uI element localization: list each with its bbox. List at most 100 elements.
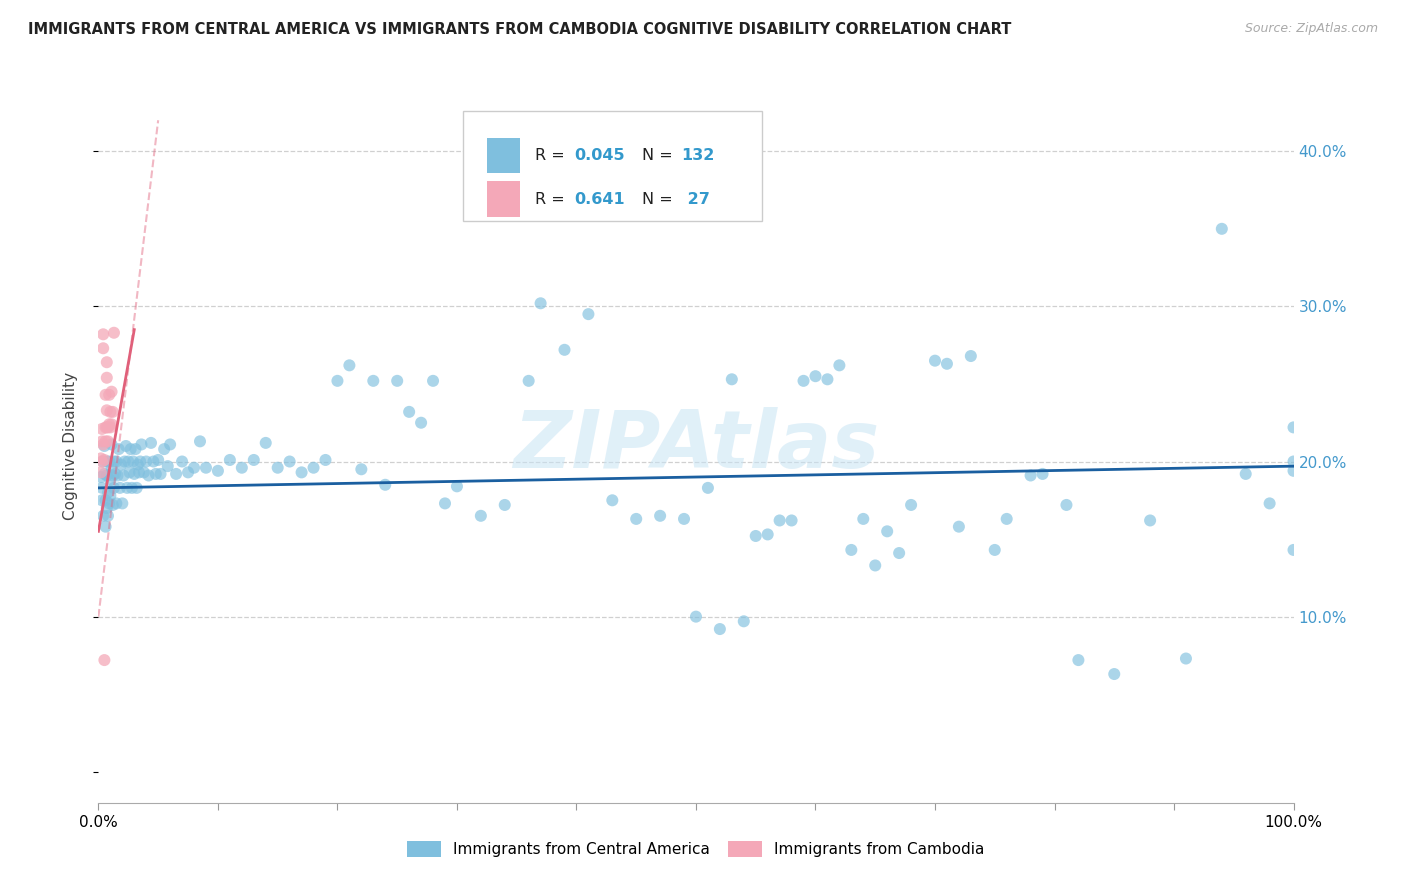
Point [128, 466, 150, 480]
Text: 0.641: 0.641 [574, 192, 624, 207]
Point [91, 341, 114, 355]
Point [302, 460, 325, 475]
Point [96, 370, 118, 384]
Point [900, 498, 922, 512]
Point [398, 405, 420, 419]
Point [98, 473, 122, 487]
Point [177, 466, 200, 480]
Point [94, 434, 117, 449]
Point [231, 460, 253, 475]
Point [1282, 464, 1305, 478]
Point [422, 374, 444, 388]
Y-axis label: Cognitive Disability: Cognitive Disability [63, 372, 77, 520]
Point [114, 454, 136, 468]
Point [90, 470, 112, 484]
Point [91, 454, 114, 468]
Point [385, 374, 409, 388]
Point [98, 496, 121, 510]
Point [117, 454, 139, 468]
Bar [486, 181, 520, 217]
Point [194, 460, 218, 475]
Point [363, 374, 385, 388]
Point [125, 481, 148, 495]
Point [93, 439, 115, 453]
Point [98, 454, 121, 468]
Point [852, 512, 875, 526]
Point [1282, 454, 1305, 468]
Point [576, 307, 599, 321]
Point [98, 417, 121, 432]
Point [142, 454, 165, 468]
Text: IMMIGRANTS FROM CENTRAL AMERICA VS IMMIGRANTS FROM CAMBODIA COGNITIVE DISABILITY: IMMIGRANTS FROM CENTRAL AMERICA VS IMMIG… [28, 22, 1011, 37]
Point [100, 460, 122, 475]
Point [291, 466, 314, 480]
Point [745, 529, 768, 543]
Point [105, 454, 128, 468]
Point [648, 508, 672, 523]
Point [108, 481, 131, 495]
Point [111, 496, 134, 510]
Point [1234, 467, 1257, 481]
Point [984, 543, 1007, 558]
Point [103, 454, 125, 468]
FancyBboxPatch shape [463, 111, 762, 221]
Point [96, 501, 118, 516]
Point [96, 454, 118, 468]
Point [97, 508, 120, 523]
Point [673, 512, 696, 526]
Point [685, 609, 707, 624]
Point [118, 466, 141, 480]
Point [756, 527, 779, 541]
Point [149, 467, 172, 481]
Point [1032, 467, 1054, 481]
Point [135, 454, 157, 468]
Point [721, 372, 744, 386]
Point [315, 453, 337, 467]
Point [121, 481, 143, 495]
Point [1282, 543, 1305, 558]
Point [876, 524, 898, 539]
Text: N =: N = [643, 192, 678, 207]
Point [96, 403, 118, 417]
Point [165, 467, 187, 481]
Point [131, 437, 153, 451]
Point [602, 493, 624, 508]
Point [91, 493, 114, 508]
Text: ZIPAtlas: ZIPAtlas [513, 407, 879, 485]
Point [863, 558, 887, 573]
Point [98, 489, 122, 503]
Point [91, 454, 114, 468]
Point [124, 442, 146, 456]
Point [768, 513, 790, 527]
Text: 27: 27 [682, 192, 710, 207]
Point [91, 437, 114, 451]
Point [219, 453, 242, 467]
Point [254, 436, 277, 450]
Point [94, 388, 117, 402]
Point [183, 460, 205, 475]
Point [924, 353, 946, 368]
Text: Source: ZipAtlas.com: Source: ZipAtlas.com [1244, 22, 1378, 36]
Bar [486, 137, 520, 173]
Point [103, 481, 125, 495]
Point [936, 357, 959, 371]
Point [90, 451, 112, 466]
Point [115, 439, 138, 453]
Point [127, 458, 149, 472]
Text: R =: R = [534, 148, 569, 163]
Point [1175, 651, 1198, 665]
Point [153, 442, 176, 456]
Point [243, 453, 266, 467]
Point [529, 296, 551, 310]
Point [148, 453, 170, 467]
Point [98, 420, 122, 434]
Point [138, 468, 160, 483]
Point [159, 437, 181, 451]
Point [995, 512, 1018, 526]
Text: R =: R = [534, 192, 569, 207]
Point [97, 485, 120, 500]
Point [120, 442, 142, 456]
Point [97, 434, 120, 449]
Point [91, 434, 114, 449]
Point [101, 405, 124, 419]
